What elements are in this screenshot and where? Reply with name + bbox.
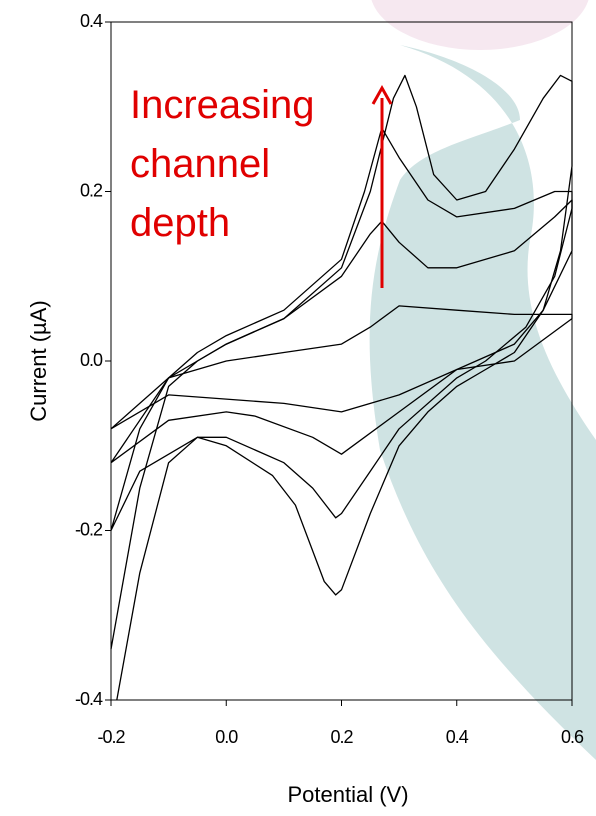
x-tick-label: 0.4 — [446, 727, 469, 747]
arrow-head — [371, 84, 393, 105]
annotation: channel — [130, 142, 270, 186]
annotation: depth — [130, 201, 230, 245]
x-tick-label: -0.2 — [97, 727, 125, 747]
annotation: Increasing — [130, 83, 315, 127]
cv-curve — [110, 199, 573, 464]
y-tick-label: -0.4 — [75, 689, 103, 709]
cv-curve — [110, 305, 573, 430]
curves — [110, 74, 573, 701]
x-tick-label: 0.2 — [330, 727, 353, 747]
y-axis-label: Current (µA) — [26, 300, 51, 421]
x-axis-label: Potential (V) — [287, 782, 408, 807]
y-tick-label: 0.0 — [80, 350, 103, 370]
cv-curve — [110, 74, 573, 701]
watermark-arc — [369, 45, 596, 760]
x-tick-label: 0.6 — [561, 727, 584, 747]
y-tick-label: 0.4 — [80, 11, 103, 31]
y-tick-label: 0.2 — [80, 180, 103, 200]
watermark-blob — [371, 0, 589, 50]
x-tick-label: 0.0 — [215, 727, 238, 747]
y-tick-label: -0.2 — [75, 519, 103, 539]
